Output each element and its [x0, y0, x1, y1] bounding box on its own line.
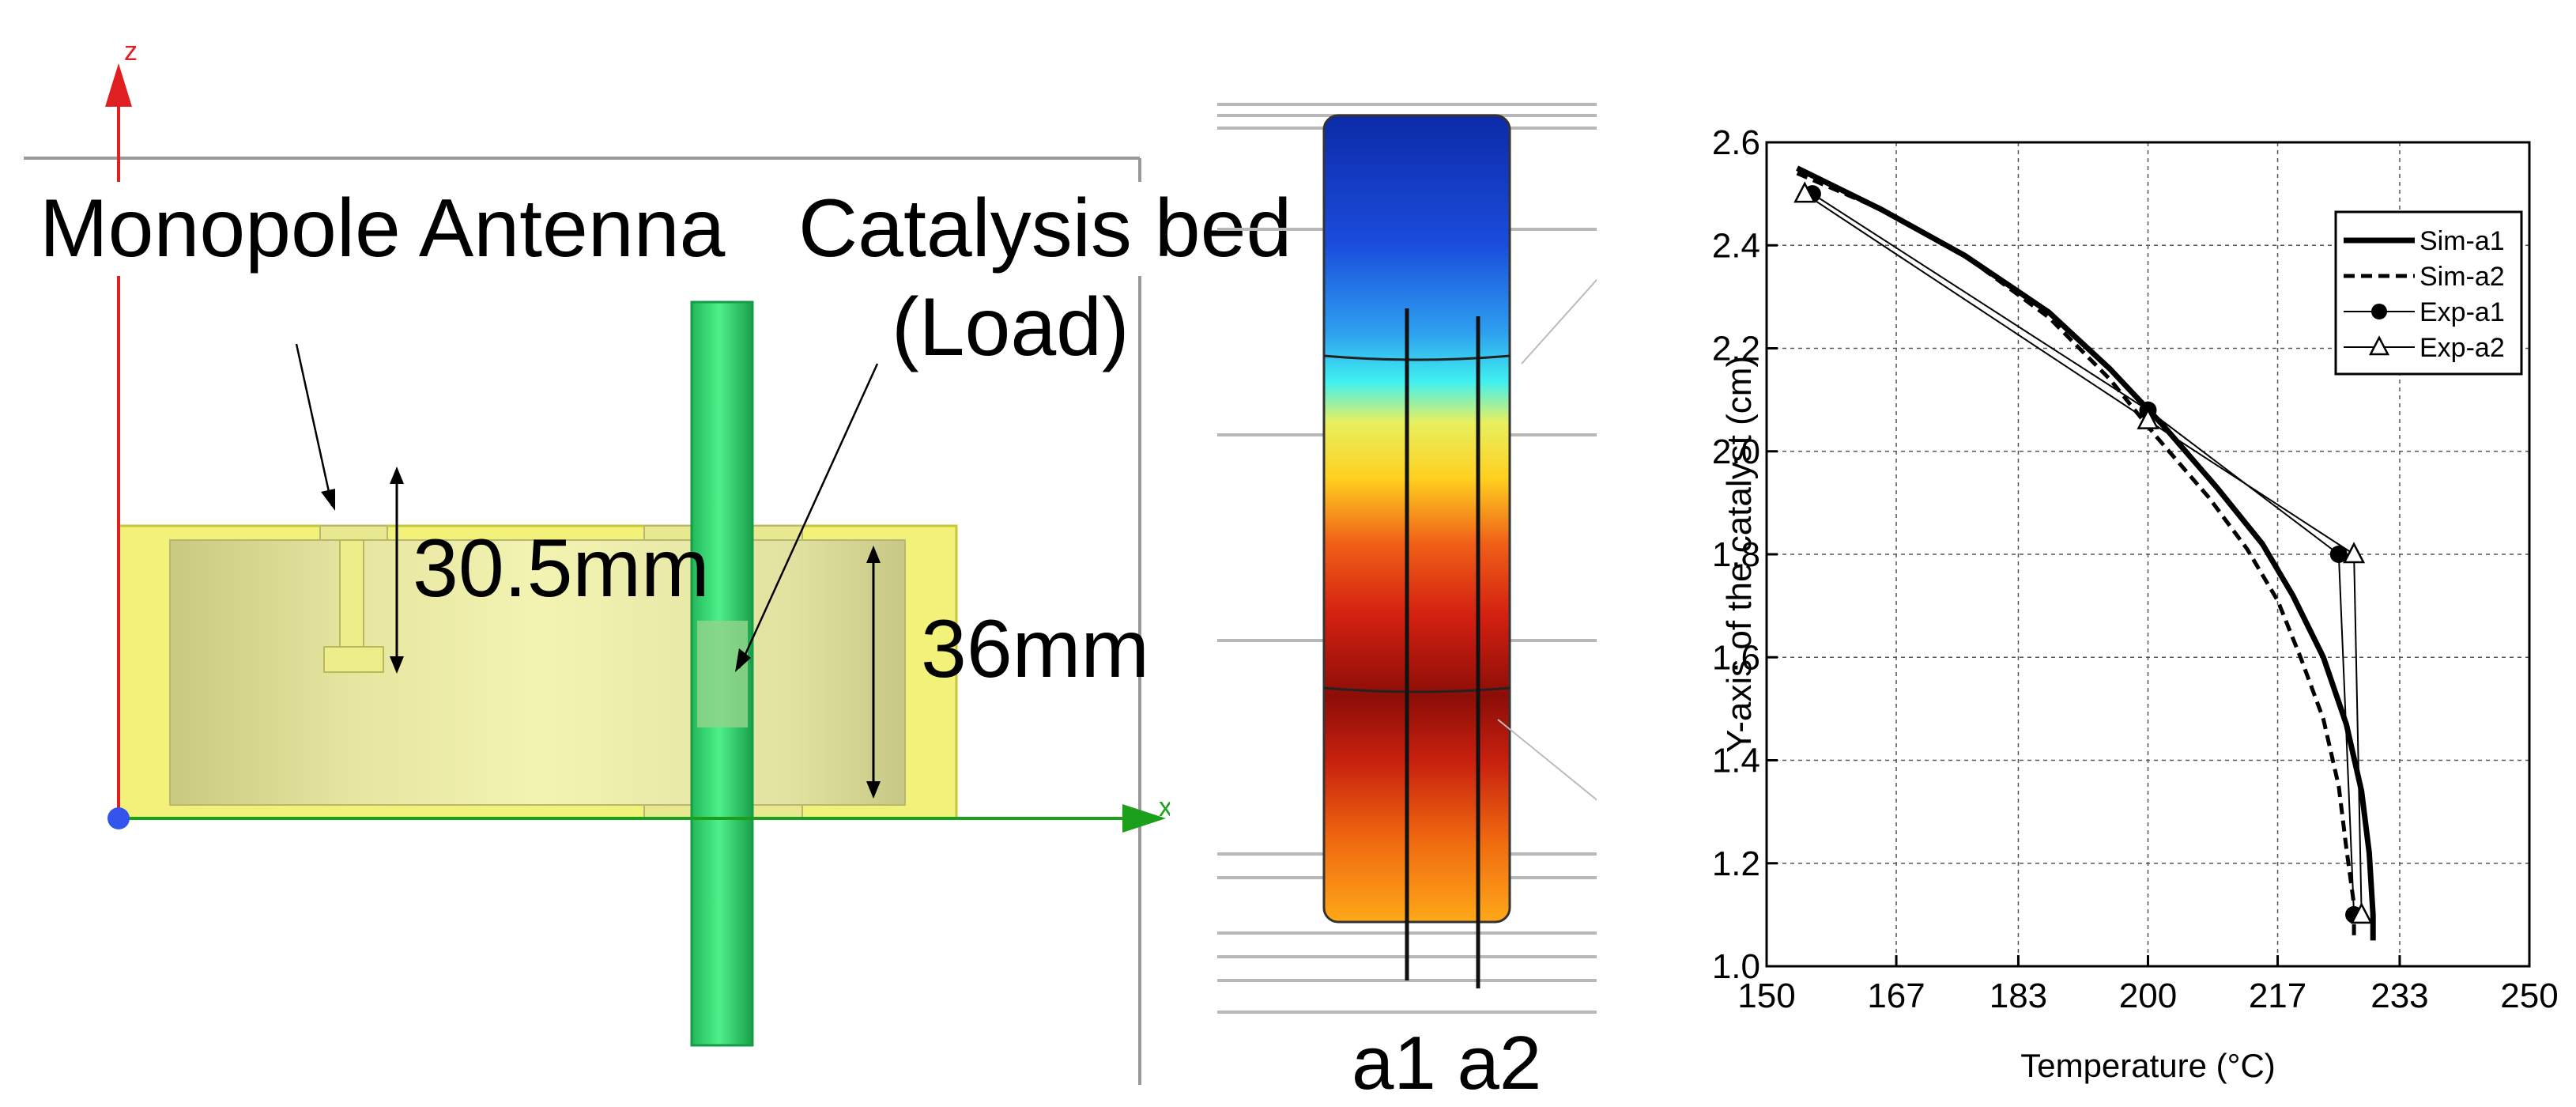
bed-boundary-bottom — [1323, 686, 1511, 693]
legend-marker-exp-a2 — [2368, 335, 2390, 356]
data-point-exp-a2 — [2137, 407, 2159, 429]
data-point-exp-a2 — [2342, 542, 2366, 564]
x-tick-label: 200 — [2119, 977, 2177, 1015]
y-tick-label: 2.6 — [1712, 123, 1760, 162]
legend-marker-exp-a1 — [2371, 304, 2387, 319]
series-line-exp-a2 — [1804, 193, 2363, 915]
data-point-exp-a2 — [1793, 181, 1816, 203]
x-tick-label: 233 — [2370, 977, 2428, 1015]
antenna-height-label: 30.5mm — [413, 523, 710, 614]
x-tick-label: 150 — [1737, 977, 1795, 1015]
antenna-label: Monopole Antenna — [40, 182, 726, 276]
thermal-map: a1 a2 — [1217, 87, 1771, 1105]
antenna-flange — [319, 525, 388, 541]
temperature-chart: 150 167 183 200 217 233 250 1.0 1.2 1.4 1.6 1.8 2.0 2… — [1707, 0, 2576, 1085]
load-pointer — [737, 363, 879, 669]
cavity-dim-arrow-top — [866, 546, 881, 563]
bed-boundary-top — [1323, 354, 1511, 361]
data-point-exp-a1 — [2329, 546, 2348, 563]
antenna-dim-arrow-bottom — [390, 656, 404, 674]
x-tick-label: 167 — [1867, 977, 1925, 1015]
y-tick-label: 2.0 — [1712, 433, 1760, 471]
structure-lines — [1217, 103, 1597, 1014]
z-axis-label: z — [124, 36, 138, 66]
antenna-dim-arrow-top — [390, 467, 404, 484]
cavity-inner — [169, 539, 906, 806]
y-tick-label: 1.6 — [1712, 638, 1760, 677]
y-tick-label: 1.8 — [1712, 535, 1760, 574]
cavity-height-label: 36mm — [921, 603, 1149, 695]
legend-label-exp-a1: Exp-a1 — [2419, 297, 2505, 327]
x-axis-label: x — [1159, 792, 1170, 822]
series-line-sim-a1 — [1796, 165, 2376, 941]
y-tick-label: 2.2 — [1712, 330, 1760, 368]
temperature-field — [1322, 114, 1511, 924]
zoom-line-top — [1521, 134, 1728, 365]
cavity-dim-arrow-bottom — [866, 781, 881, 799]
y-tick-label: 1.2 — [1712, 844, 1760, 883]
y-tick-label: 1.4 — [1712, 742, 1760, 780]
catalyst-load — [697, 621, 748, 727]
y-tick-label: 2.4 — [1712, 226, 1760, 265]
antenna-pointer — [295, 343, 334, 507]
x-axis-arrowhead — [1122, 804, 1166, 833]
bed-label-line2: (Load) — [892, 281, 1130, 373]
thermal-map-graphic — [1217, 103, 1771, 1014]
antenna-stem — [339, 539, 364, 652]
x-tick-label: 183 — [1990, 977, 2047, 1015]
z-axis-arrowhead — [105, 63, 132, 107]
y-axis-label: Y-axis of the catalyst (cm) — [1720, 356, 1759, 753]
x-axis-label: Temperature (°C) — [2020, 1047, 2276, 1084]
zoom-line-bottom — [1497, 719, 1771, 942]
chart-svg: 150 167 183 200 217 233 250 1.0 1.2 1.4 1.6 1.8 2.0 2… — [1712, 123, 2559, 1084]
x-tick-label: 217 — [2249, 977, 2306, 1015]
legend-label-exp-a2: Exp-a2 — [2419, 333, 2505, 363]
data-point-exp-a2 — [2350, 902, 2373, 924]
x-tick-label: 250 — [2500, 977, 2558, 1015]
series-line-sim-a2 — [1796, 171, 2356, 941]
load-pointer-head — [735, 648, 751, 672]
legend-label-sim-a1: Sim-a1 — [2419, 226, 2505, 256]
origin-dot — [107, 807, 130, 829]
probe-labels: a1 a2 — [1352, 1021, 1542, 1105]
legend-label-sim-a2: Sim-a2 — [2419, 262, 2505, 292]
antenna-tip — [323, 646, 384, 673]
antenna-pointer-head — [321, 489, 335, 511]
y-tick-label: 1.0 — [1712, 947, 1760, 986]
bed-label-line1: Catalysis bed — [798, 182, 1292, 276]
cad-view: z x Monopole Antenna Catalysis bed (Load… — [0, 0, 1292, 1085]
cad-geometry: z x — [24, 36, 1172, 1085]
